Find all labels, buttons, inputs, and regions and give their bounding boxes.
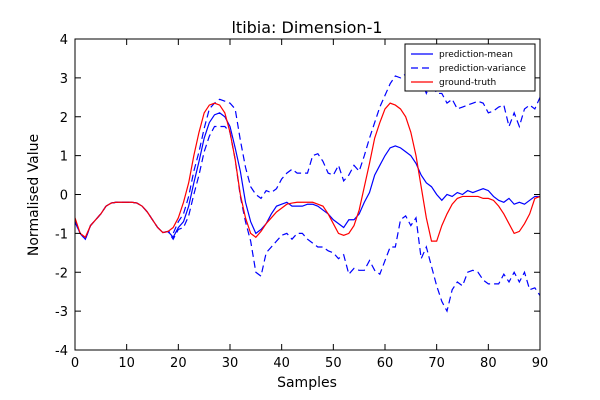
y-tick-label: -1 — [55, 227, 68, 242]
x-axis-label: Samples — [277, 375, 337, 391]
x-tick-label: 30 — [222, 356, 239, 371]
legend-label: prediction-mean — [439, 50, 513, 60]
y-tick-label: -4 — [55, 344, 68, 359]
series-line-prediction-mean — [75, 112, 540, 241]
ticks-layer: 0 10 20 30 40 50 60 70 80 90 -4 -3 -2 -1 0 1 2 3 4 — [55, 33, 548, 371]
plot-frame — [74, 38, 541, 351]
y-tick-label: -3 — [55, 305, 68, 320]
x-tick-label: 80 — [480, 356, 497, 371]
x-tick-label: 90 — [532, 356, 549, 371]
y-tick-label: -2 — [55, 266, 68, 281]
series-line-variance-lower — [75, 125, 540, 313]
y-tick-label: 0 — [60, 189, 68, 204]
series-layer — [75, 63, 540, 313]
x-tick-label: 50 — [325, 356, 342, 371]
series-line-ground-truth — [75, 102, 540, 242]
x-tick-label: 10 — [118, 356, 135, 371]
x-tick-label: 20 — [170, 356, 187, 371]
chart-title: ltibia: Dimension-1 — [231, 18, 382, 37]
x-tick-label: 40 — [273, 356, 290, 371]
legend-label: ground-truth — [439, 78, 496, 88]
legend-label: prediction-variance — [439, 64, 526, 74]
y-tick-label: 3 — [60, 72, 68, 87]
y-axis-label: Normalised Value — [26, 134, 42, 256]
y-tick-label: 2 — [60, 111, 68, 126]
x-tick-label: 0 — [71, 356, 79, 371]
legend: prediction-mean prediction-variance ground… — [404, 43, 536, 92]
y-tick-label: 1 — [60, 150, 68, 165]
x-tick-label: 60 — [377, 356, 394, 371]
y-tick-label: 4 — [60, 33, 68, 48]
series-group — [75, 63, 540, 313]
x-tick-label: 70 — [428, 356, 445, 371]
